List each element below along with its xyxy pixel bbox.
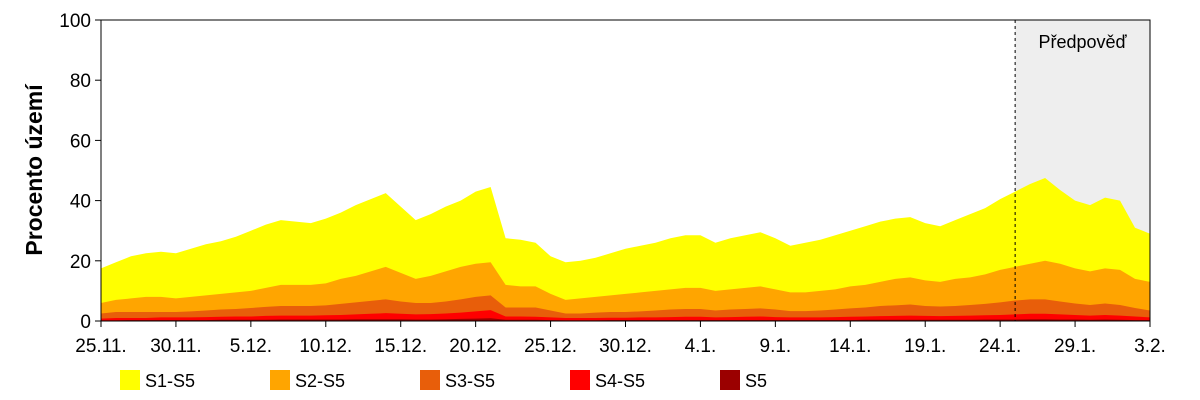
- y-tick-label: 40: [70, 192, 91, 213]
- x-tick-label: 14.1.: [829, 336, 871, 357]
- legend-label: S4-S5: [595, 371, 645, 391]
- y-tick-label: 0: [80, 312, 91, 333]
- x-tick-label: 24.1.: [979, 336, 1021, 357]
- legend-label: S5: [745, 371, 767, 391]
- x-axis: 25.11. 30.11. 5.12. 10.12. 15.12. 20.12. 25.12…: [75, 321, 1166, 357]
- x-tick-label: 30.11.: [150, 336, 201, 357]
- x-tick-label: 25.11.: [75, 336, 126, 357]
- area-s5: [101, 318, 1150, 321]
- x-tick-label: 5.12.: [230, 336, 272, 357]
- x-tick-label: 3.2.: [1134, 336, 1166, 357]
- x-tick-label: 10.12.: [299, 336, 352, 357]
- legend-swatch-s4-s5: [570, 370, 590, 390]
- area-s4-s5: [101, 310, 1150, 321]
- y-tick-label: 20: [70, 252, 91, 273]
- legend-label: S2-S5: [295, 371, 345, 391]
- x-tick-label: 15.12.: [374, 336, 427, 357]
- x-tick-label: 25.12.: [524, 336, 577, 357]
- legend-label: S1-S5: [145, 371, 195, 391]
- forecast-label: Předpověď: [1039, 32, 1128, 52]
- legend-swatch-s2-s5: [270, 370, 290, 390]
- legend: S1-S5 S2-S5 S3-S5 S4-S5 S5: [120, 370, 767, 391]
- x-tick-label: 19.1.: [904, 336, 946, 357]
- y-tick-label: 100: [59, 11, 91, 32]
- y-axis: 0 20 40 60 80 100: [59, 11, 101, 333]
- chart-areas: [101, 178, 1150, 321]
- y-tick-label: 80: [70, 71, 91, 92]
- x-tick-label: 30.12.: [599, 336, 652, 357]
- x-tick-label: 4.1.: [685, 336, 717, 357]
- legend-swatch-s5: [720, 370, 740, 390]
- x-tick-label: 29.1.: [1054, 336, 1096, 357]
- y-tick-label: 60: [70, 131, 91, 152]
- x-tick-label: 20.12.: [449, 336, 502, 357]
- x-tick-label: 9.1.: [760, 336, 792, 357]
- legend-label: S3-S5: [445, 371, 495, 391]
- legend-swatch-s1-s5: [120, 370, 140, 390]
- y-axis-label: Procento území: [21, 83, 47, 256]
- legend-swatch-s3-s5: [420, 370, 440, 390]
